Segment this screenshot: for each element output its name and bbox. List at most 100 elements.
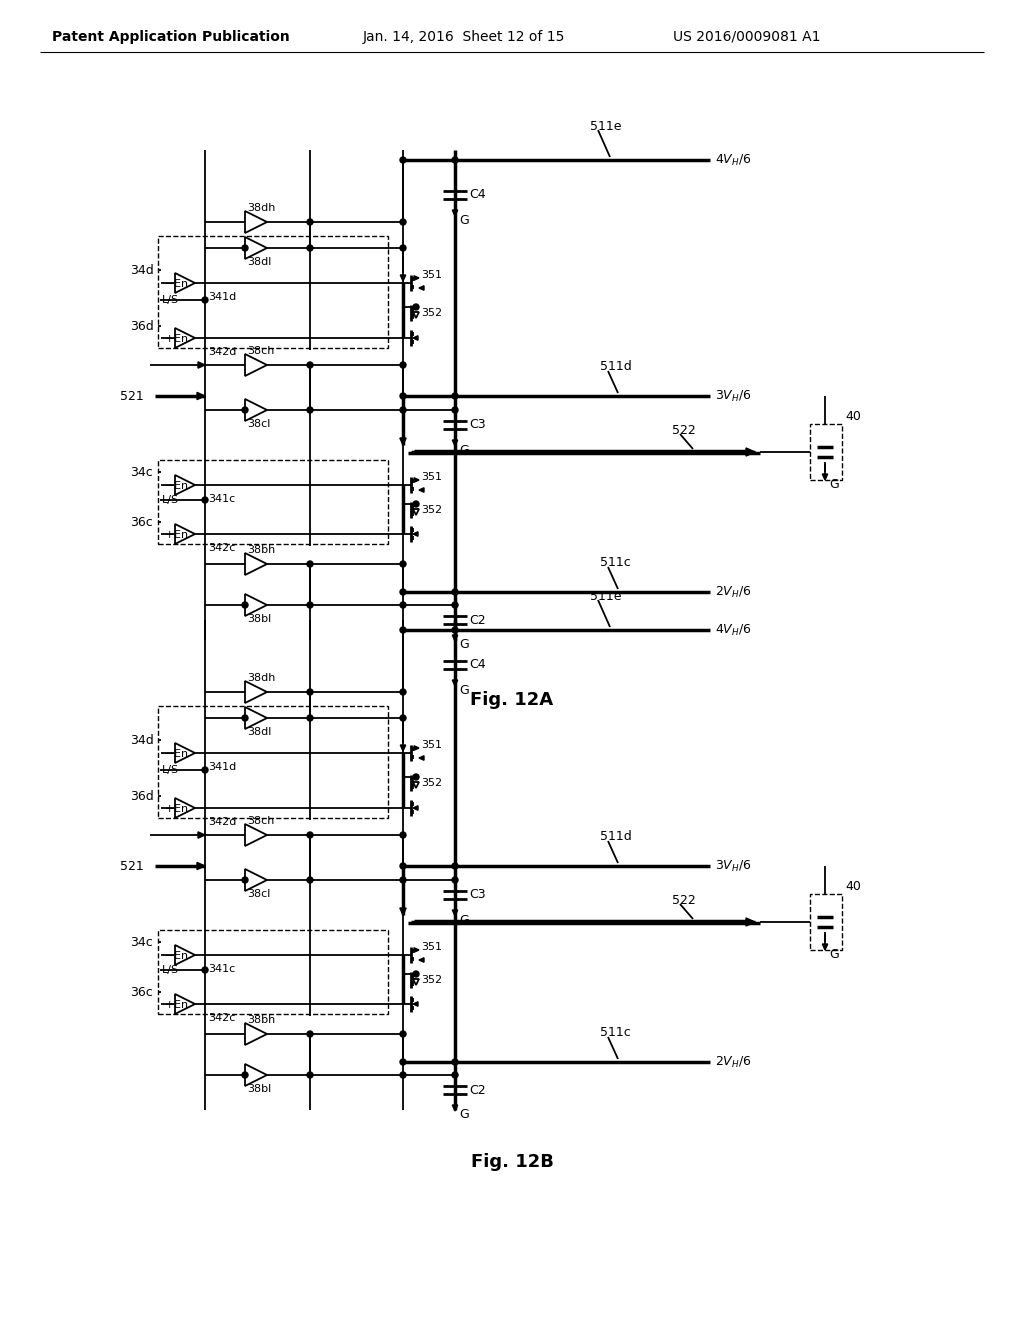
Polygon shape: [413, 805, 418, 810]
Polygon shape: [414, 478, 419, 482]
Polygon shape: [245, 824, 267, 846]
Text: 40: 40: [845, 879, 861, 892]
Polygon shape: [175, 945, 195, 965]
Bar: [158, 459, 388, 544]
Text: 34d: 34d: [130, 734, 154, 747]
Text: 341c: 341c: [208, 964, 236, 974]
Polygon shape: [198, 362, 205, 368]
Polygon shape: [245, 708, 267, 729]
Bar: [158, 236, 388, 348]
Text: 36c: 36c: [130, 516, 153, 528]
Polygon shape: [399, 908, 407, 915]
Text: 342c: 342c: [208, 543, 236, 553]
Polygon shape: [175, 994, 195, 1014]
Text: C2: C2: [469, 1084, 485, 1097]
Circle shape: [400, 832, 406, 838]
Text: $+$En: $+$En: [164, 998, 188, 1010]
Polygon shape: [245, 681, 267, 704]
Polygon shape: [245, 399, 267, 421]
Text: $3V_H/6$: $3V_H/6$: [715, 388, 752, 404]
Circle shape: [400, 362, 406, 368]
Polygon shape: [175, 475, 195, 495]
Text: $-$En: $-$En: [164, 277, 188, 289]
Text: 521: 521: [120, 389, 143, 403]
Polygon shape: [414, 948, 419, 952]
Polygon shape: [414, 276, 419, 280]
Text: G: G: [459, 214, 469, 227]
Circle shape: [400, 157, 406, 162]
Circle shape: [400, 589, 406, 595]
Text: 351: 351: [421, 942, 442, 952]
Text: Patent Application Publication: Patent Application Publication: [52, 30, 290, 44]
Text: G: G: [829, 478, 839, 491]
Text: C3: C3: [469, 888, 485, 902]
Text: $-$En: $-$En: [164, 479, 188, 491]
Text: 36d: 36d: [130, 789, 154, 803]
Bar: [158, 931, 388, 1014]
Circle shape: [400, 1072, 406, 1078]
Circle shape: [307, 602, 313, 609]
Circle shape: [307, 715, 313, 721]
Polygon shape: [413, 335, 418, 341]
Text: 38dl: 38dl: [247, 257, 271, 267]
Text: 342c: 342c: [208, 1012, 236, 1023]
Polygon shape: [175, 743, 195, 763]
Polygon shape: [413, 510, 419, 515]
Polygon shape: [245, 1064, 267, 1086]
Text: 38bh: 38bh: [247, 1015, 275, 1026]
Polygon shape: [197, 392, 205, 400]
Circle shape: [242, 876, 248, 883]
Circle shape: [400, 219, 406, 224]
Text: 36d: 36d: [130, 319, 154, 333]
Text: G: G: [459, 444, 469, 457]
Circle shape: [452, 602, 458, 609]
Text: C3: C3: [469, 418, 485, 432]
Bar: [158, 706, 388, 818]
Text: C4: C4: [469, 659, 485, 672]
Text: 351: 351: [421, 741, 442, 750]
Circle shape: [452, 1072, 458, 1078]
Circle shape: [452, 589, 458, 595]
Circle shape: [452, 627, 458, 634]
Circle shape: [413, 774, 419, 780]
Polygon shape: [245, 354, 267, 376]
Circle shape: [307, 876, 313, 883]
Polygon shape: [419, 958, 424, 962]
Circle shape: [452, 1059, 458, 1065]
Polygon shape: [245, 1023, 267, 1045]
Circle shape: [400, 863, 406, 869]
Polygon shape: [453, 909, 458, 916]
Polygon shape: [245, 238, 267, 259]
Polygon shape: [419, 756, 424, 760]
Polygon shape: [413, 312, 419, 318]
Polygon shape: [453, 1105, 458, 1111]
Text: 351: 351: [421, 271, 442, 280]
Text: 342d: 342d: [208, 817, 237, 828]
Circle shape: [307, 1072, 313, 1078]
Text: 511d: 511d: [600, 830, 632, 843]
Text: L/S: L/S: [162, 495, 179, 506]
Text: $+$En: $+$En: [164, 803, 188, 814]
Text: 511c: 511c: [600, 1027, 631, 1040]
Text: 36c: 36c: [130, 986, 153, 998]
Polygon shape: [245, 211, 267, 234]
Text: $-$En: $-$En: [164, 949, 188, 961]
Text: 511e: 511e: [590, 590, 622, 602]
Circle shape: [202, 968, 208, 973]
Circle shape: [307, 832, 313, 838]
Circle shape: [452, 393, 458, 399]
Text: 511d: 511d: [600, 360, 632, 374]
Polygon shape: [453, 635, 458, 642]
Text: 342d: 342d: [208, 347, 237, 356]
Circle shape: [400, 689, 406, 696]
Text: L/S: L/S: [162, 965, 179, 975]
Text: 34c: 34c: [130, 936, 153, 949]
Text: 38cl: 38cl: [247, 888, 270, 899]
Text: 34d: 34d: [130, 264, 154, 276]
Circle shape: [400, 715, 406, 721]
Polygon shape: [413, 532, 418, 536]
Text: G: G: [829, 948, 839, 961]
Circle shape: [452, 407, 458, 413]
Polygon shape: [746, 917, 755, 927]
Text: 38bl: 38bl: [247, 1084, 271, 1094]
